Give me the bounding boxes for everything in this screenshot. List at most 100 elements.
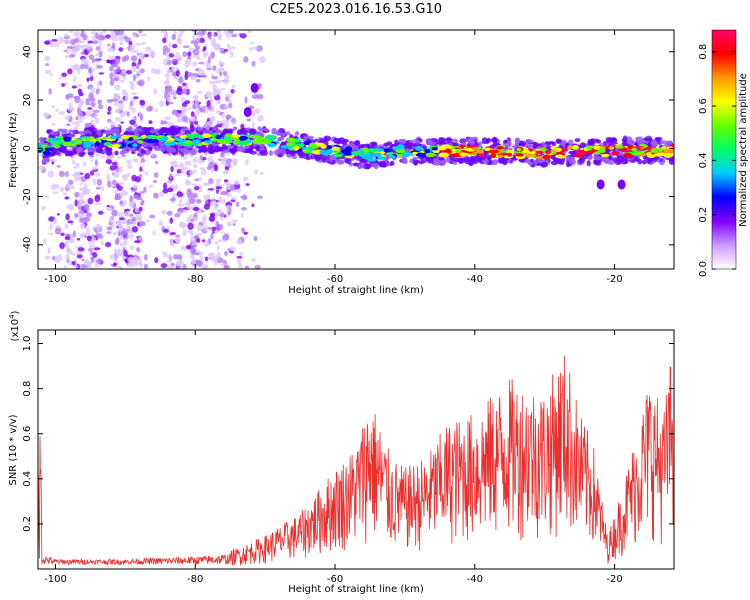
spectrogram-cell [85, 212, 92, 218]
spectrogram-cell [134, 206, 139, 213]
spectrogram-cell [569, 151, 577, 155]
spectrogram-cell [113, 101, 119, 107]
snr-y-tick-label: 0.2 [22, 516, 33, 532]
spectrogram-cell [181, 88, 188, 95]
spectrogram-cell [95, 172, 101, 178]
spectrogram-cell [176, 191, 184, 198]
spectrogram-cell [226, 193, 232, 198]
spectrogram-cell [126, 219, 131, 226]
spectrogram-cell [201, 156, 207, 161]
spectrogram-cell [96, 178, 103, 186]
spectrogram-cell [92, 109, 100, 113]
spectrogram-cell [626, 140, 635, 145]
spectrogram-cell [116, 66, 121, 70]
spectrogram-cell [192, 61, 198, 67]
spectrogram-cell [598, 147, 606, 153]
spectrogram-cell [195, 108, 201, 115]
spectrogram-cell [193, 206, 200, 212]
spectrogram-cell [146, 76, 151, 81]
spectrogram-cell [110, 98, 118, 102]
spectrogram-cell [207, 56, 211, 64]
spectrogram-cell [341, 149, 351, 154]
spectrogram-cell [174, 137, 184, 142]
spectrogram-cell [204, 52, 209, 57]
spectrogram-cell [119, 41, 124, 46]
spectrogram-cell [165, 58, 169, 63]
spectrogram-cell [119, 200, 124, 206]
spectrogram-cell [64, 240, 69, 248]
spectrogram-cell [131, 226, 139, 233]
spectrogram-cell [59, 186, 65, 193]
spectrogram-cell [95, 53, 100, 57]
spectrogram-cell [321, 155, 327, 163]
spectrogram-cell [109, 135, 118, 140]
spectrogram-cell [132, 259, 139, 267]
spectrogram-cell [223, 79, 229, 85]
spectrogram-cell [351, 150, 362, 156]
spectrogram-cell [206, 166, 212, 171]
spectrogram-cell [69, 239, 75, 244]
spectrogram-cell [229, 51, 234, 58]
spectrogram-cell [112, 231, 117, 236]
spectrogram-cell [162, 136, 169, 141]
spectrogram-cell [85, 98, 90, 106]
spectrogram-cell [167, 254, 171, 260]
spectrogram-cell [54, 227, 62, 235]
spectrogram-cell [341, 138, 350, 143]
spectrogram-cell [242, 176, 249, 182]
spectrogram-cell [162, 120, 168, 125]
spectrogram-cell [661, 156, 666, 163]
spectrogram-cell [128, 165, 133, 169]
spectrogram-cell [386, 141, 393, 145]
spectrogram-cell [178, 198, 183, 205]
spectrogram-cell [123, 249, 128, 258]
spectrogram-cell [94, 202, 102, 206]
spectrogram-cell [199, 107, 206, 113]
spectrogram-cell [208, 178, 214, 185]
spectrogram-cell [144, 253, 148, 261]
spectrogram-cell [220, 146, 228, 150]
spectrogram-cell [197, 69, 205, 77]
spectrogram-cell [82, 141, 94, 145]
spectrogram-cell [396, 153, 403, 159]
spectrogram-cell [171, 193, 176, 199]
spectrogram-cell [124, 95, 129, 101]
spectrogram-cell [365, 163, 371, 169]
spectrogram-cell [130, 92, 137, 96]
spectrogram-cell [222, 171, 229, 175]
spectrogram-cell [193, 156, 199, 164]
spectrogram-cell [215, 91, 220, 95]
spectrogram-cell [85, 43, 92, 50]
spectrogram-cell [118, 225, 124, 232]
spectrogram-cell [129, 195, 134, 203]
snr-y-tick-label: 0.4 [22, 471, 33, 487]
spectrogram-cell [65, 185, 72, 189]
spectrogram-cell [135, 62, 140, 70]
spectrogram-cell [51, 132, 58, 136]
spectrogram-cell [145, 219, 151, 223]
snr-x-tick-label: -80 [187, 574, 203, 585]
spectrogram-cell [438, 152, 450, 158]
spectrogram-cell [230, 196, 237, 200]
spectrogram-cell [64, 196, 70, 200]
spectrogram-cell [122, 68, 127, 75]
spectrogram-cell [506, 140, 512, 148]
spectrogram-cell [232, 158, 239, 164]
spectrogram-cell [189, 148, 197, 156]
spectrogram-cell [178, 259, 184, 267]
spectrogram-cell [279, 132, 286, 137]
spectrogram-cell [412, 151, 418, 155]
spectrogram-cell [153, 87, 158, 95]
spectrogram-cell [153, 192, 159, 199]
spectrogram-cell [221, 112, 225, 119]
spectrogram-cell [129, 101, 134, 107]
spectrogram-cell [526, 153, 532, 158]
spectrogram-cell [568, 156, 576, 163]
spectrogram-cell [185, 180, 192, 186]
spectrogram-cell [189, 125, 195, 133]
spectrogram-cell [119, 241, 124, 248]
spectrogram-cell [130, 66, 137, 73]
spectrogram-cell [425, 152, 437, 158]
spectrogram-cell [182, 229, 187, 237]
spectrogram-cell [126, 224, 131, 230]
